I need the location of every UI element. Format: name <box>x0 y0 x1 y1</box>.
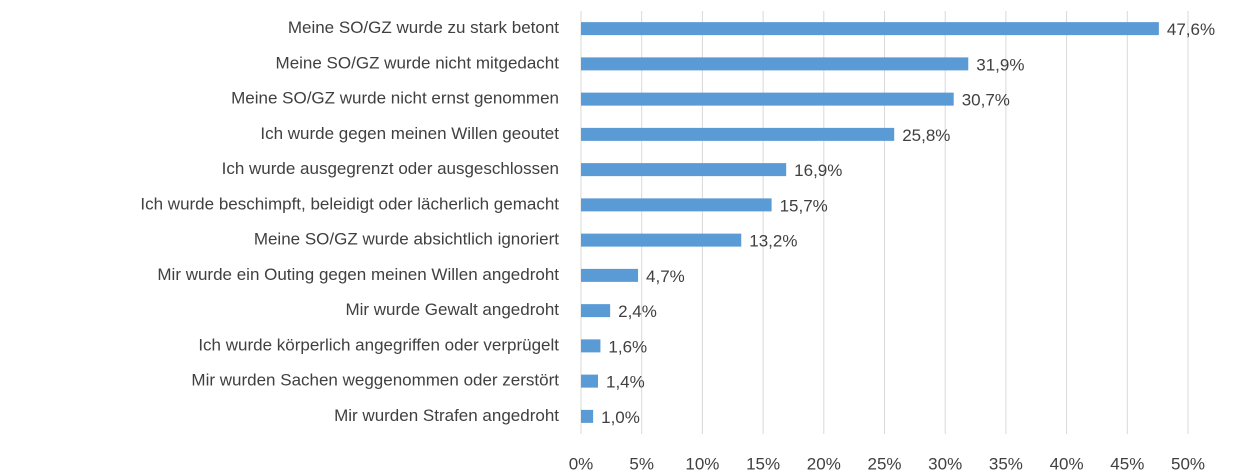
value-label: 4,7% <box>646 267 685 286</box>
y-tick-label: Meine SO/GZ wurde nicht ernst genommen <box>231 89 559 108</box>
bar <box>581 92 954 106</box>
bar <box>581 409 594 423</box>
y-tick-label: Mir wurden Strafen angedroht <box>334 406 559 425</box>
bar <box>581 374 598 388</box>
value-label: 2,4% <box>618 302 657 321</box>
x-tick-label: 35% <box>989 454 1023 473</box>
y-tick-label: Ich wurde ausgegrenzt oder ausgeschlosse… <box>222 159 559 178</box>
y-tick-label: Ich wurde beschimpft, beleidigt oder läc… <box>140 194 559 213</box>
x-tick-label: 20% <box>807 454 841 473</box>
value-label: 16,9% <box>794 161 842 180</box>
bar <box>581 268 639 282</box>
x-tick-label: 10% <box>685 454 719 473</box>
bar <box>581 233 742 247</box>
value-label: 30,7% <box>962 91 1010 110</box>
y-tick-label: Ich wurde gegen meinen Willen geoutet <box>260 124 559 143</box>
y-tick-label: Meine SO/GZ wurde zu stark betont <box>288 18 559 37</box>
bar <box>581 163 787 177</box>
x-tick-label: 5% <box>629 454 654 473</box>
bar <box>581 304 611 318</box>
x-tick-label: 45% <box>1110 454 1144 473</box>
x-tick-label: 0% <box>569 454 594 473</box>
value-label: 25,8% <box>902 126 950 145</box>
value-label: 15,7% <box>780 196 828 215</box>
x-tick-label: 30% <box>928 454 962 473</box>
bar <box>581 339 601 353</box>
value-label: 47,6% <box>1167 20 1215 39</box>
y-tick-label: Mir wurden Sachen weggenommen oder zerst… <box>191 371 559 390</box>
y-tick-label: Meine SO/GZ wurde nicht mitgedacht <box>276 53 560 72</box>
x-tick-label: 25% <box>867 454 901 473</box>
y-tick-label: Mir wurde Gewalt angedroht <box>345 300 559 319</box>
y-tick-label: Mir wurde ein Outing gegen meinen Willen… <box>157 265 559 284</box>
value-label: 13,2% <box>749 232 797 251</box>
bar <box>581 127 895 141</box>
value-label: 31,9% <box>976 55 1024 74</box>
value-label: 1,0% <box>601 408 640 427</box>
x-tick-label: 40% <box>1050 454 1084 473</box>
bar <box>581 57 969 71</box>
y-tick-label: Ich wurde körperlich angegriffen oder ve… <box>198 335 559 354</box>
bar <box>581 198 772 212</box>
x-tick-label: 15% <box>746 454 780 473</box>
y-tick-label: Meine SO/GZ wurde absichtlich ignoriert <box>254 230 559 249</box>
value-label: 1,6% <box>608 337 647 356</box>
value-label: 1,4% <box>606 373 645 392</box>
x-tick-label: 50% <box>1171 454 1205 473</box>
bar <box>581 22 1159 36</box>
